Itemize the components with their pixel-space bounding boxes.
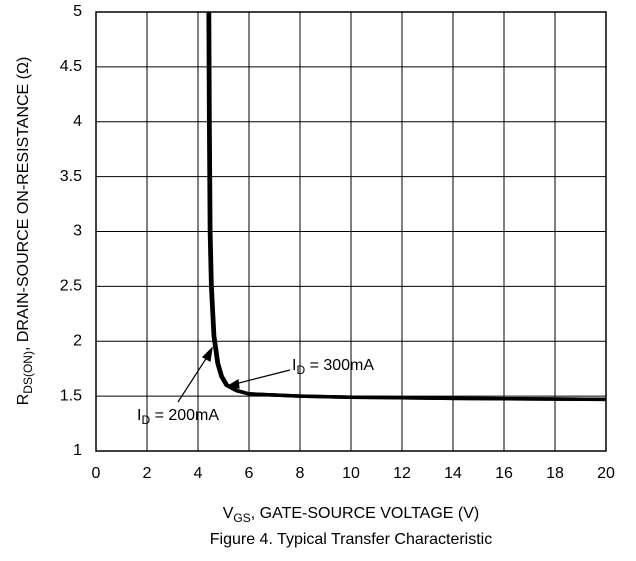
series-line — [207, 11, 607, 402]
x-tick-label: 12 — [393, 465, 411, 482]
arrow — [234, 369, 291, 385]
x-axis-label: VGS, GATE-SOURCE VOLTAGE (V) — [223, 505, 479, 525]
x-tick-label: 0 — [92, 465, 101, 482]
y-tick-label: 1 — [73, 442, 82, 459]
annotation: ID = 200mA — [137, 407, 219, 427]
chart-title: Figure 4. Typical Transfer Characteristi… — [210, 531, 492, 548]
plot-frame — [95, 11, 607, 452]
x-tick-label: 8 — [296, 465, 305, 482]
x-tick-label: 16 — [495, 465, 513, 482]
x-tick-label: 2 — [143, 465, 152, 482]
annotation: ID = 300mA — [292, 357, 374, 377]
arrow — [177, 353, 210, 403]
arrow-head — [202, 346, 213, 362]
y-tick-label: 1.5 — [60, 387, 82, 404]
y-tick-label: 3 — [73, 223, 82, 240]
y-tick-label: 4 — [73, 113, 82, 130]
x-tick-label: 14 — [444, 465, 462, 482]
y-tick-label: 4.5 — [60, 58, 82, 75]
y-tick-label: 3.5 — [60, 168, 82, 185]
y-tick-label: 2 — [73, 332, 82, 349]
y-tick-label: 5 — [73, 3, 82, 20]
x-tick-label: 4 — [194, 465, 203, 482]
x-tick-label: 18 — [546, 465, 564, 482]
x-tick-label: 10 — [342, 465, 360, 482]
x-tick-label: 6 — [245, 465, 254, 482]
y-tick-label: 2.5 — [60, 278, 82, 295]
x-tick-label: 20 — [597, 465, 615, 482]
y-axis-label: RDS(ON), DRAIN-SOURCE ON-RESISTANCE (Ω) — [15, 57, 35, 406]
